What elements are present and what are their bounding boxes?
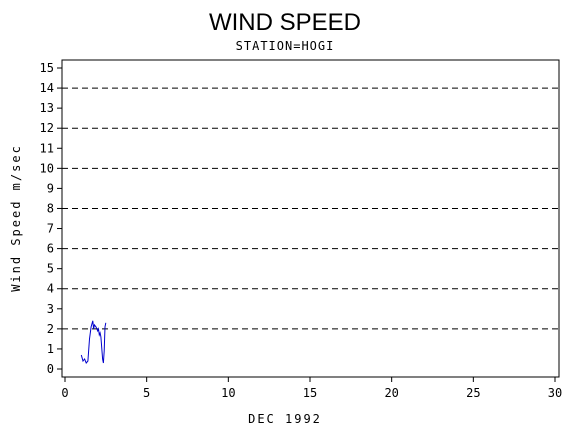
series-group [80,320,107,364]
chart-title: WIND SPEED [209,9,361,36]
y-tick-label: 3 [47,302,54,316]
y-tick-label: 14 [40,81,54,95]
y-tick-label: 12 [40,121,54,135]
x-axis: 0 5 10 15 20 25 30 [61,377,562,400]
x-tick-label: 15 [303,386,317,400]
y-tick-label: 10 [40,161,54,175]
y-tick-label: 7 [47,222,54,236]
y-tick-label: 0 [47,362,54,376]
y-tick-label: 2 [47,322,54,336]
x-tick-label: 5 [143,386,150,400]
plot-frame [61,59,560,378]
y-tick-label: 9 [47,181,54,195]
y-tick-label: 8 [47,201,54,215]
y-tick-label: 1 [47,342,54,356]
x-tick-label: 20 [384,386,398,400]
series-line [80,320,107,364]
y-tick-label: 5 [47,262,54,276]
y-tick-label: 6 [47,242,54,256]
chart-subtitle: STATION=HOGI [236,39,335,53]
y-tick-label: 4 [47,282,54,296]
gridlines [62,87,559,330]
x-tick-label: 25 [466,386,480,400]
x-axis-label: DEC 1992 [248,412,322,426]
x-tick-label: 10 [221,386,235,400]
x-tick-label: 0 [61,386,68,400]
y-axis-label: Wind Speed m/sec [9,144,23,292]
y-tick-label: 13 [40,101,54,115]
y-tick-label: 11 [40,141,54,155]
y-tick-label: 15 [40,61,54,75]
x-tick-label: 30 [548,386,562,400]
